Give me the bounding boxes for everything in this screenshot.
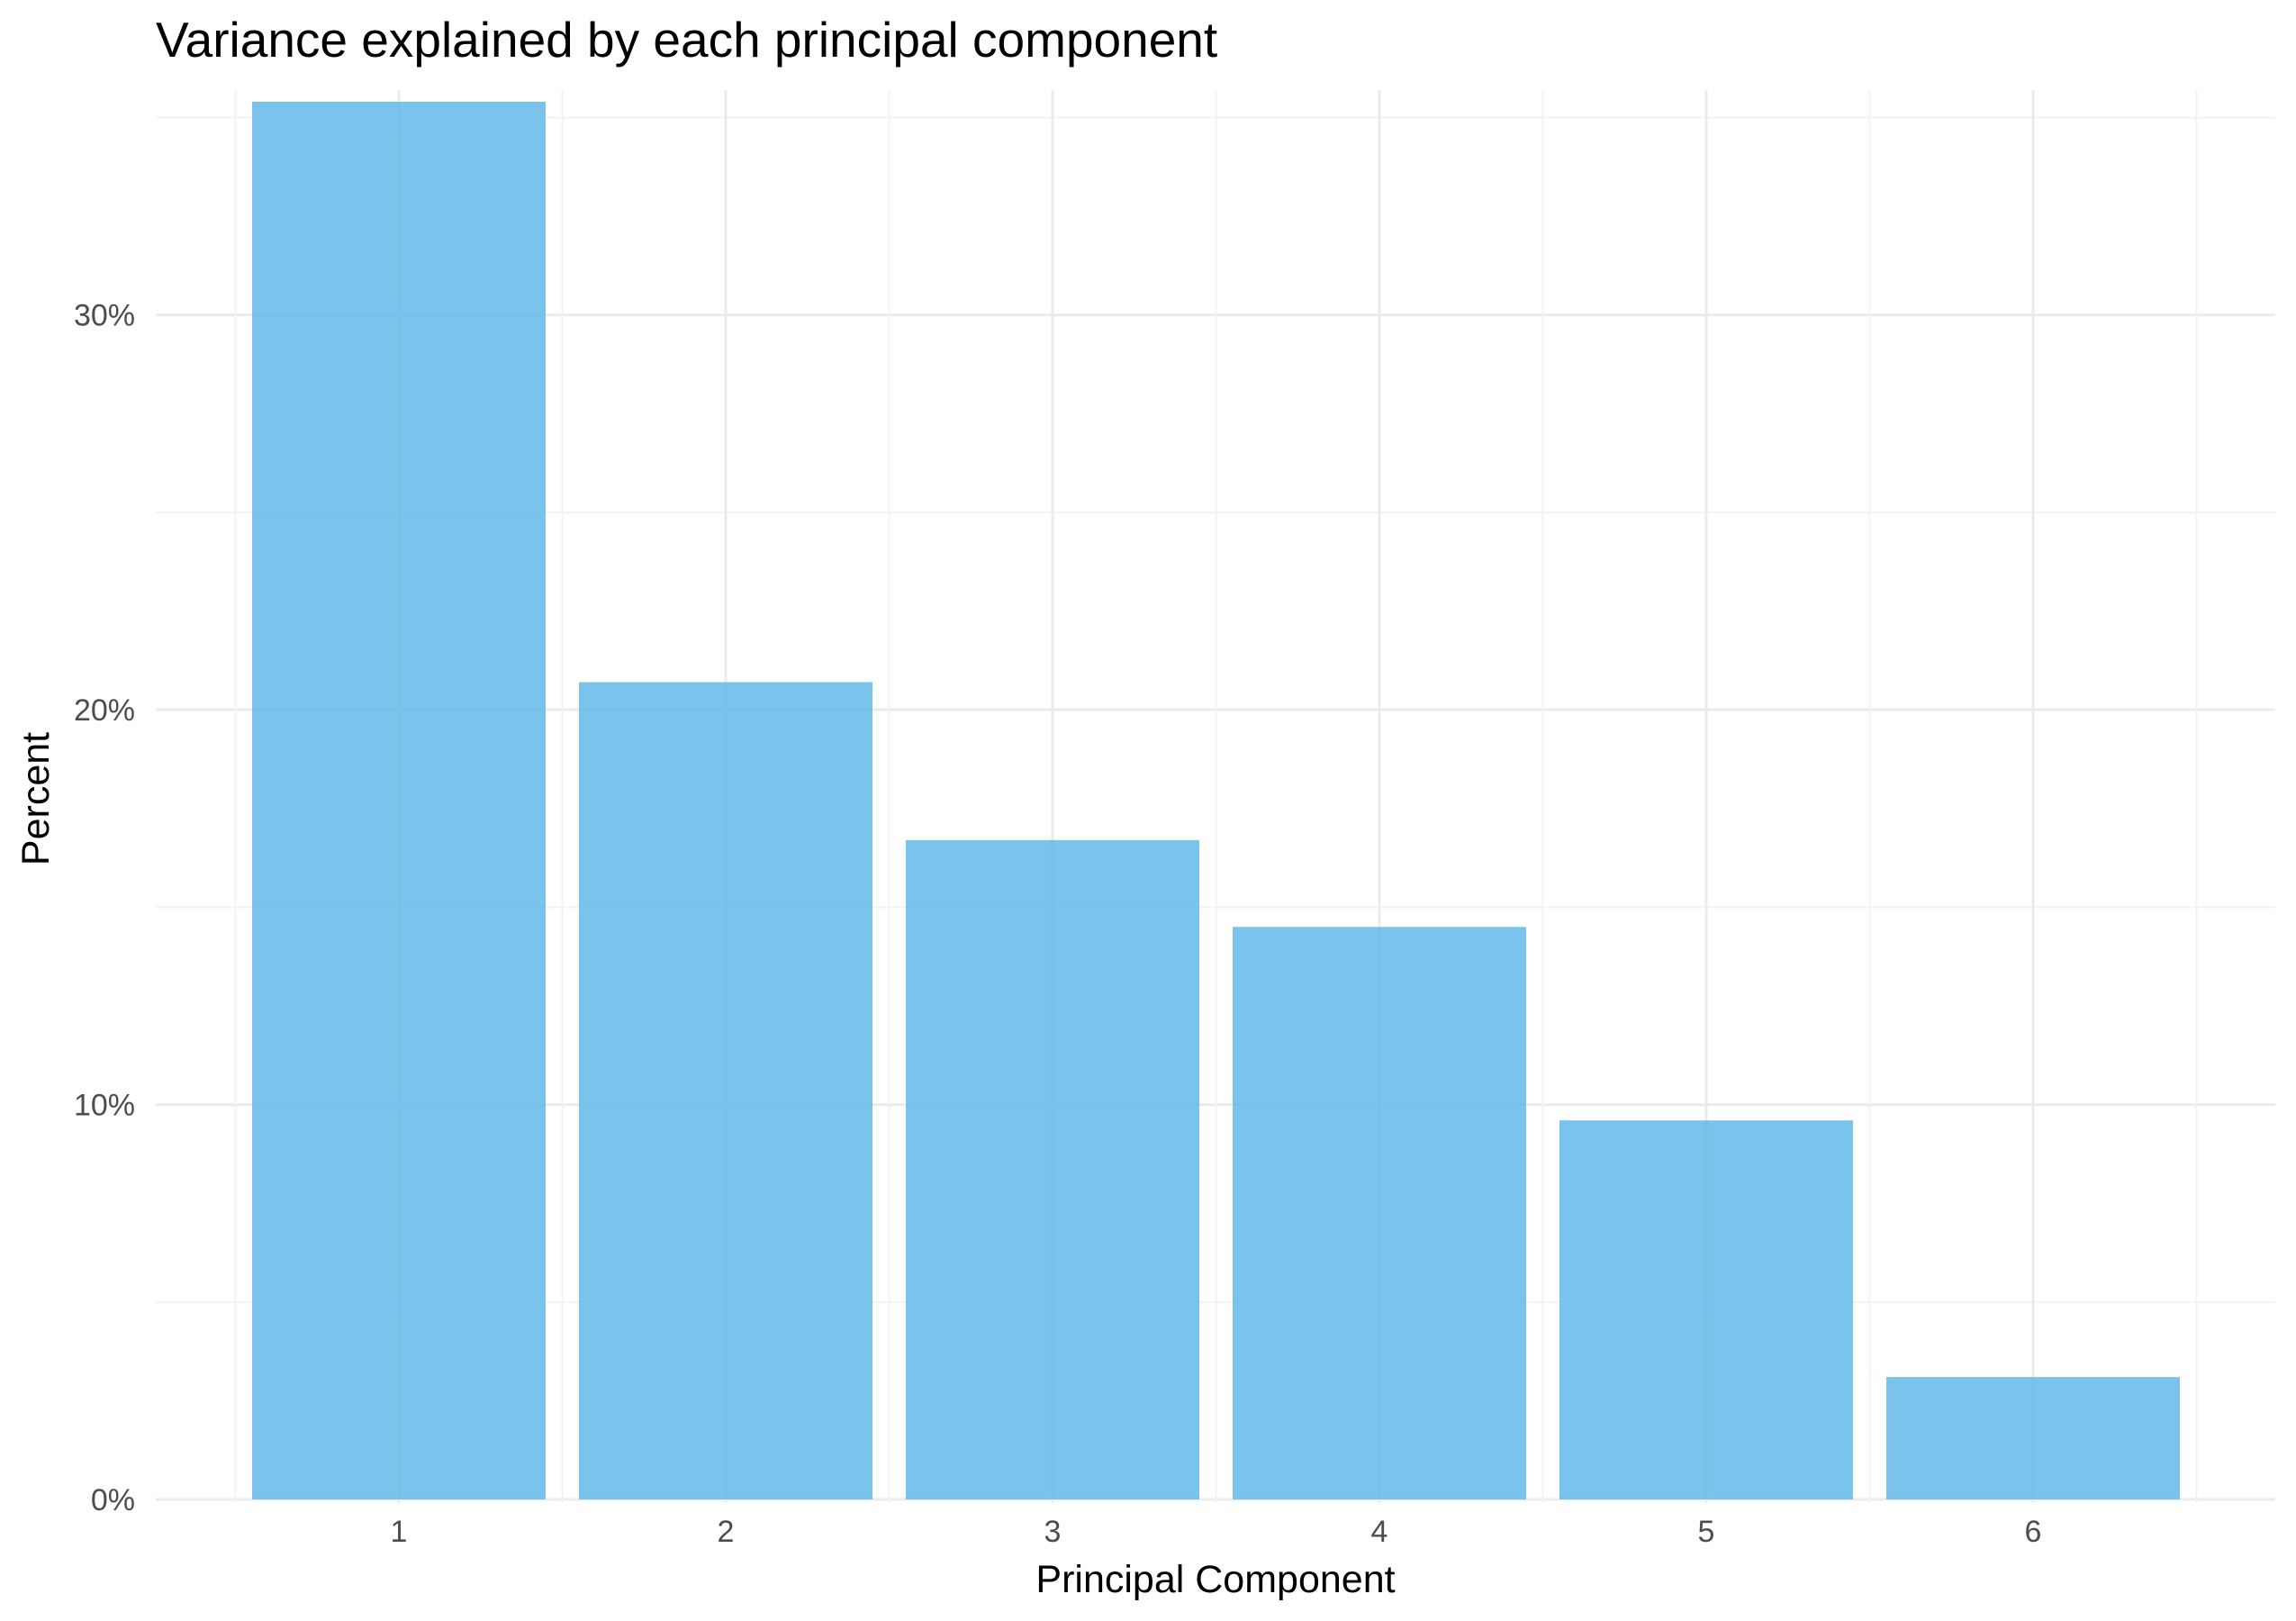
y-tick-label: 10% — [74, 1089, 135, 1123]
x-tick-label: 3 — [1044, 1515, 1062, 1549]
x-tick-label: 6 — [2025, 1515, 2042, 1549]
x-axis-title: Principal Component — [1035, 1558, 1395, 1601]
x-tick-label: 5 — [1698, 1515, 1715, 1549]
x-tick-label: 1 — [391, 1515, 408, 1549]
bar-1 — [252, 102, 546, 1499]
bar-3 — [906, 839, 1199, 1499]
bar-2 — [579, 682, 872, 1499]
y-axis-title: Percent — [14, 732, 58, 865]
y-tick-label: 30% — [74, 299, 135, 333]
x-tick-label: 4 — [1371, 1515, 1388, 1549]
x-axis-ticks: 1 2 3 4 5 6 — [391, 1515, 2042, 1549]
chart-title: Variance explained by each principal com… — [156, 12, 1217, 68]
y-tick-label: 20% — [74, 693, 135, 728]
bar-4 — [1233, 927, 1526, 1499]
bar-6 — [1886, 1377, 2180, 1499]
bar-5 — [1559, 1120, 1853, 1499]
bars — [252, 102, 2180, 1499]
y-axis-ticks: 0% 10% 20% 30% — [74, 299, 135, 1517]
y-tick-label: 0% — [91, 1483, 135, 1517]
x-tick-label: 2 — [718, 1515, 735, 1549]
